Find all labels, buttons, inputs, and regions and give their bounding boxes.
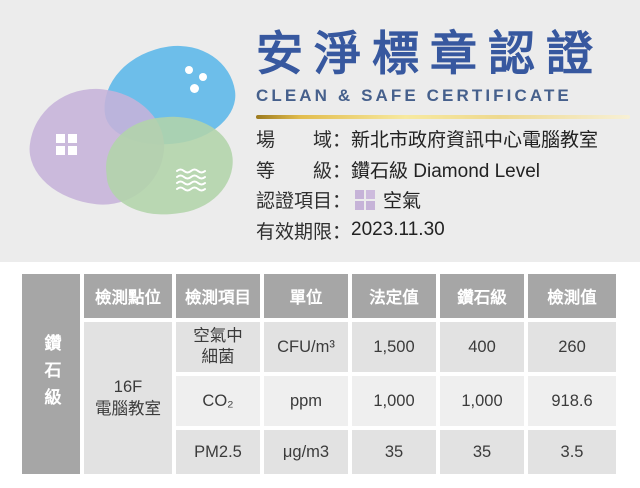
certificate-fields: 場 域： 新北市政府資訊中心電腦教室 等 級： 鑽石級 Diamond Leve… (256, 128, 634, 243)
col-header-measured-value: 檢測值 (528, 274, 616, 318)
table-row-measured-value: 918.6 (528, 376, 616, 426)
certificate-header: 安淨標章認證 CLEAN & SAFE CERTIFICATE 場 域： 新北市… (0, 0, 640, 262)
col-header-test-item: 檢測項目 (176, 274, 260, 318)
dots-icon (185, 66, 193, 74)
certificate-title-block: 安淨標章認證 CLEAN & SAFE CERTIFICATE 場 域： 新北市… (256, 26, 634, 250)
field-venue-value: 新北市政府資訊中心電腦教室 (351, 130, 599, 152)
table-row-item: CO₂ (176, 376, 260, 426)
field-certified-items-label: 認證項目： (256, 191, 352, 213)
table-row-legal-value: 1,000 (352, 376, 436, 426)
table-row-item: 空氣中 細菌 (176, 322, 260, 372)
col-header-unit: 單位 (264, 274, 348, 318)
table-row-unit: CFU/m³ (264, 322, 348, 372)
clean-safe-logo (0, 0, 250, 262)
field-level-value: 鑽石級 Diamond Level (351, 160, 541, 182)
gold-divider (256, 115, 630, 119)
field-level-label: 等 級： (256, 160, 352, 182)
field-venue-label: 場 域： (256, 130, 352, 152)
table-row-legal-value: 35 (352, 430, 436, 474)
field-certified-items: 認證項目： 空氣 (256, 189, 634, 213)
col-header-diamond-level: 鑽石級 (440, 274, 524, 318)
table-row-diamond-value: 1,000 (440, 376, 524, 426)
page-subtitle: CLEAN & SAFE CERTIFICATE (256, 86, 572, 106)
dots-icon (199, 73, 207, 81)
col-header-legal-value: 法定值 (352, 274, 436, 318)
table-location-cell: 16F 電腦教室 (84, 322, 172, 474)
table-row-unit: μg/m3 (264, 430, 348, 474)
table-row-item: PM2.5 (176, 430, 260, 474)
table-row-diamond-value: 400 (440, 322, 524, 372)
table-row-diamond-value: 35 (440, 430, 524, 474)
waves-icon (176, 168, 206, 192)
field-certified-items-value: 空氣 (383, 191, 422, 213)
table-row-measured-value: 3.5 (528, 430, 616, 474)
results-table: 鑽石級 檢測點位 檢測項目 單位 法定值 鑽石級 檢測值 16F 電腦教室 空氣… (22, 274, 616, 474)
grid-icon (56, 134, 77, 155)
dots-icon (190, 84, 199, 93)
table-level-cell: 鑽石級 (22, 274, 80, 474)
table-level-label: 鑽石級 (41, 333, 61, 415)
table-row-measured-value: 260 (528, 322, 616, 372)
air-grid-icon (355, 189, 376, 210)
field-valid-until-label: 有效期限： (256, 221, 352, 243)
field-level: 等 級： 鑽石級 Diamond Level (256, 158, 634, 182)
table-row-unit: ppm (264, 376, 348, 426)
col-header-test-point: 檢測點位 (84, 274, 172, 318)
field-valid-until: 有效期限： 2023.11.30 (256, 219, 634, 243)
field-valid-until-value: 2023.11.30 (351, 219, 445, 241)
page-title: 安淨標章認證 (256, 27, 604, 80)
table-row-legal-value: 1,500 (352, 322, 436, 372)
field-venue: 場 域： 新北市政府資訊中心電腦教室 (256, 128, 634, 152)
